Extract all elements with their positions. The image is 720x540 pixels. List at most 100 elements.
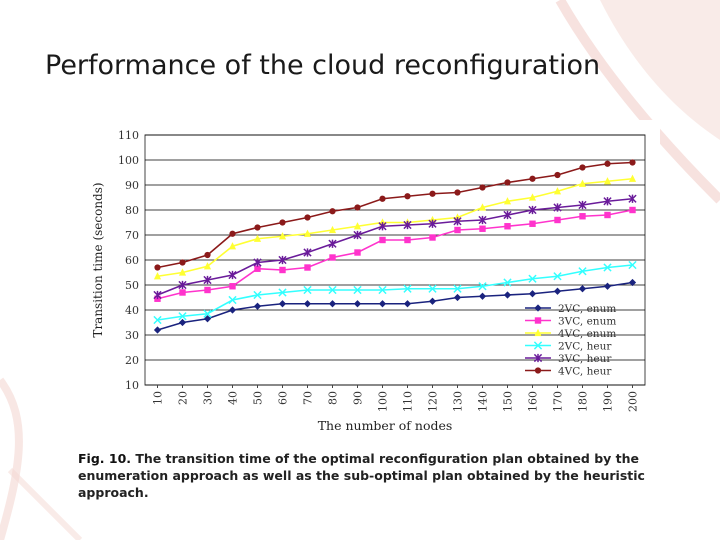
- data-point-2vc-enum: [403, 300, 412, 308]
- data-point-4vc-heur: [504, 179, 511, 186]
- data-point-2vc-heur: [428, 284, 437, 293]
- x-tick-label: 90: [352, 391, 365, 405]
- data-point-2vc-enum: [603, 282, 612, 290]
- data-point-2vc-enum: [203, 315, 212, 323]
- data-point-3vc-heur: [503, 210, 512, 220]
- y-tick-label: 50: [125, 279, 139, 292]
- data-point-2vc-enum: [503, 291, 512, 299]
- data-point-2vc-heur: [178, 312, 187, 321]
- data-point-2vc-enum: [378, 300, 387, 308]
- data-point-2vc-enum: [353, 300, 362, 308]
- x-tick-label: 50: [252, 391, 265, 405]
- data-point-4vc-heur: [379, 195, 386, 202]
- data-point-3vc-enum: [229, 283, 236, 290]
- y-tick-label: 80: [125, 204, 139, 217]
- data-point-3vc-heur: [478, 215, 487, 225]
- data-point-2vc-enum: [153, 326, 162, 334]
- data-point-4vc-heur: [279, 219, 286, 226]
- data-point-2vc-heur: [378, 285, 387, 295]
- legend-marker-3vc-heur: [533, 353, 543, 363]
- data-point-2vc-enum: [528, 290, 537, 298]
- data-point-4vc-enum: [228, 242, 237, 250]
- legend-marker-2vc-enum: [534, 304, 542, 312]
- data-point-3vc-heur: [178, 280, 187, 290]
- data-point-4vc-heur: [429, 190, 436, 197]
- figure-caption-text: The transition time of the optimal recon…: [78, 451, 645, 500]
- data-point-3vc-heur: [628, 194, 637, 203]
- x-tick-label: 130: [452, 391, 465, 412]
- data-point-3vc-enum: [254, 265, 261, 272]
- data-point-4vc-enum: [628, 174, 637, 182]
- x-tick-label: 60: [277, 391, 290, 405]
- data-point-4vc-enum: [303, 229, 312, 237]
- data-point-4vc-enum: [178, 268, 187, 276]
- data-point-2vc-heur: [153, 315, 162, 325]
- figure-caption-label: Fig. 10.: [78, 451, 132, 466]
- slide-title: Performance of the cloud reconfiguration: [45, 50, 601, 81]
- figure-caption: Fig. 10. The transition time of the opti…: [78, 450, 663, 501]
- data-point-3vc-heur: [553, 203, 562, 212]
- data-point-3vc-enum: [179, 289, 186, 296]
- data-point-4vc-enum: [353, 222, 362, 230]
- data-point-2vc-heur: [603, 263, 612, 272]
- x-axis-label: The number of nodes: [318, 418, 453, 433]
- data-point-3vc-enum: [354, 249, 361, 256]
- legend-label-3vc-enum: 3VC, enum: [558, 316, 616, 328]
- x-tick-label: 70: [302, 391, 315, 405]
- x-tick-label: 190: [602, 391, 615, 412]
- y-tick-label: 60: [125, 254, 139, 267]
- x-tick-label: 30: [202, 391, 215, 405]
- data-point-4vc-heur: [629, 159, 636, 166]
- y-tick-label: 30: [125, 329, 139, 342]
- data-point-2vc-heur: [328, 285, 337, 295]
- data-point-4vc-heur: [579, 164, 586, 171]
- data-point-4vc-enum: [153, 272, 162, 280]
- data-point-4vc-heur: [179, 259, 186, 266]
- data-point-3vc-enum: [604, 211, 611, 219]
- data-point-3vc-enum: [379, 236, 386, 244]
- data-point-4vc-enum: [278, 232, 287, 240]
- data-point-2vc-heur: [303, 285, 312, 295]
- data-point-3vc-heur: [228, 270, 237, 280]
- series-line-3vc-heur: [157, 197, 633, 296]
- x-tick-label: 10: [152, 391, 165, 405]
- data-point-4vc-enum: [203, 262, 212, 270]
- data-point-3vc-heur: [278, 255, 287, 265]
- data-point-2vc-enum: [578, 285, 587, 293]
- data-point-3vc-enum: [329, 254, 336, 261]
- data-point-2vc-heur: [253, 290, 262, 300]
- x-tick-label: 120: [427, 391, 440, 412]
- data-point-4vc-heur: [454, 189, 461, 196]
- data-point-3vc-heur: [403, 220, 412, 230]
- data-point-3vc-enum: [454, 226, 461, 234]
- data-point-4vc-heur: [254, 224, 261, 231]
- x-tick-label: 20: [177, 391, 190, 405]
- legend-marker-2vc-heur: [533, 341, 543, 350]
- data-point-4vc-heur: [529, 175, 536, 182]
- data-point-3vc-heur: [428, 219, 437, 228]
- data-point-2vc-heur: [228, 295, 237, 305]
- data-point-2vc-enum: [478, 292, 487, 300]
- legend-label-2vc-enum: 2VC, enum: [558, 303, 616, 315]
- legend-label-4vc-heur: 4VC, heur: [558, 366, 612, 378]
- figure-panel: 10 20 30 40 50 60 70 80 90 100 110 10 20 30 40 50 60 70 80…: [70, 120, 660, 515]
- data-point-4vc-heur: [304, 214, 311, 221]
- data-point-2vc-heur: [278, 288, 287, 297]
- series-line-2vc-heur: [157, 264, 633, 321]
- data-point-2vc-heur: [403, 284, 412, 293]
- data-point-2vc-heur: [203, 309, 212, 318]
- legend-marker-4vc-heur: [534, 367, 542, 374]
- data-point-3vc-heur: [203, 275, 212, 285]
- data-point-2vc-heur: [553, 272, 562, 281]
- data-point-3vc-heur: [378, 222, 387, 231]
- data-point-3vc-heur: [603, 197, 612, 206]
- data-point-4vc-heur: [204, 251, 211, 259]
- data-point-2vc-heur: [453, 284, 462, 293]
- data-point-2vc-heur: [528, 274, 537, 283]
- data-point-2vc-enum: [453, 293, 462, 302]
- x-tick-label: 170: [552, 391, 565, 412]
- x-tick-label: 160: [527, 391, 540, 412]
- data-point-4vc-heur: [329, 208, 336, 215]
- series-line-3vc-enum: [157, 209, 633, 300]
- data-point-3vc-heur: [328, 239, 337, 248]
